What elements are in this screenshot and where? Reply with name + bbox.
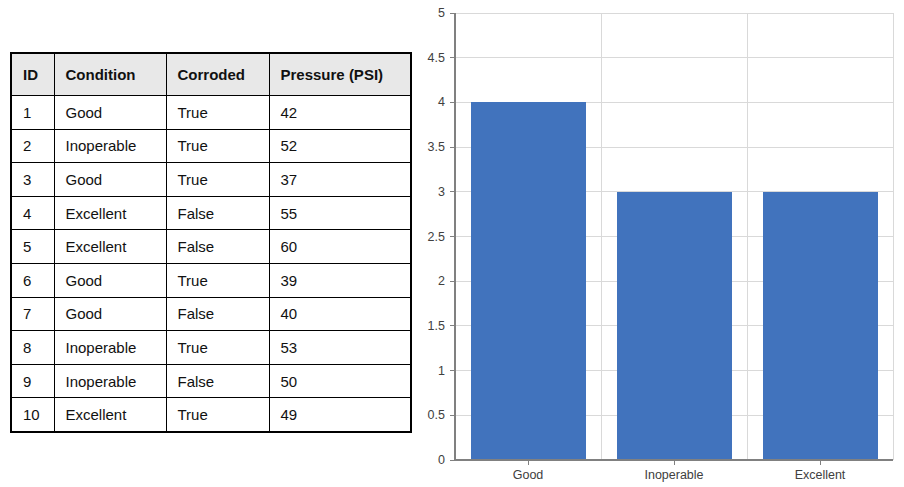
table-cell: 4 bbox=[11, 196, 54, 230]
y-axis-tick-label: 2 bbox=[425, 274, 445, 288]
table-row: 6GoodTrue39 bbox=[11, 263, 411, 297]
x-axis-tick-label: Inoperable bbox=[614, 468, 734, 482]
table-row: 8InoperableTrue53 bbox=[11, 331, 411, 365]
table-cell: Good bbox=[54, 96, 166, 130]
table-cell: True bbox=[166, 263, 269, 297]
table-row: 5ExcellentFalse60 bbox=[11, 230, 411, 264]
table-row: 9InoperableFalse50 bbox=[11, 364, 411, 398]
x-axis-tick-label: Good bbox=[468, 468, 588, 482]
table-cell: 55 bbox=[269, 196, 411, 230]
table-cell: Excellent bbox=[54, 398, 166, 432]
bar-excellent bbox=[763, 192, 878, 460]
table-cell: True bbox=[166, 129, 269, 163]
y-axis-tick-label: 4 bbox=[425, 95, 445, 109]
table-cell: 9 bbox=[11, 364, 54, 398]
table-cell: False bbox=[166, 196, 269, 230]
table-cell: Good bbox=[54, 163, 166, 197]
table-cell: 60 bbox=[269, 230, 411, 264]
x-axis-tick bbox=[528, 460, 529, 465]
bar-chart: 0 0.5 1 1.5 2 2.5 3 3.5 4 4.5 5 Good Inoperable Excel… bbox=[425, 0, 904, 487]
table-cell: 39 bbox=[269, 263, 411, 297]
x-axis-tick-label: Excellent bbox=[760, 468, 880, 482]
table-cell: True bbox=[166, 398, 269, 432]
table-cell: True bbox=[166, 96, 269, 130]
y-axis-tick-label: 1.5 bbox=[425, 319, 445, 333]
table-header: IDConditionCorrodedPressure (PSI) bbox=[11, 53, 411, 96]
x-axis-tick bbox=[820, 460, 821, 465]
column-header: ID bbox=[11, 53, 54, 96]
table-row: 7GoodFalse40 bbox=[11, 297, 411, 331]
table-cell: 37 bbox=[269, 163, 411, 197]
table-cell: 53 bbox=[269, 331, 411, 365]
bar-good bbox=[471, 102, 586, 460]
table-cell: False bbox=[166, 364, 269, 398]
table-row: 4ExcellentFalse55 bbox=[11, 196, 411, 230]
table-cell: Good bbox=[54, 263, 166, 297]
page: IDConditionCorrodedPressure (PSI) 1GoodT… bbox=[0, 0, 904, 487]
table-row: 1GoodTrue42 bbox=[11, 96, 411, 130]
table-cell: Good bbox=[54, 297, 166, 331]
table-cell: 52 bbox=[269, 129, 411, 163]
y-axis-tick-label: 5 bbox=[425, 6, 445, 20]
x-axis-tick bbox=[674, 460, 675, 465]
table-cell: 50 bbox=[269, 364, 411, 398]
table-cell: 8 bbox=[11, 331, 54, 365]
table-row: 2InoperableTrue52 bbox=[11, 129, 411, 163]
column-header: Pressure (PSI) bbox=[269, 53, 411, 96]
table-cell: Inoperable bbox=[54, 364, 166, 398]
table-cell: 5 bbox=[11, 230, 54, 264]
table-cell: 7 bbox=[11, 297, 54, 331]
y-axis-tick-label: 2.5 bbox=[425, 230, 445, 244]
table-header-row: IDConditionCorrodedPressure (PSI) bbox=[11, 53, 411, 96]
table-cell: 40 bbox=[269, 297, 411, 331]
pipe-data-table: IDConditionCorrodedPressure (PSI) 1GoodT… bbox=[10, 52, 412, 433]
table-cell: 6 bbox=[11, 263, 54, 297]
table-cell: 10 bbox=[11, 398, 54, 432]
y-axis-tick-label: 3.5 bbox=[425, 140, 445, 154]
gridline-horizontal bbox=[455, 57, 893, 58]
table-row: 10ExcellentTrue49 bbox=[11, 398, 411, 432]
gridline-horizontal bbox=[455, 13, 893, 14]
table-cell: False bbox=[166, 297, 269, 331]
table-cell: True bbox=[166, 163, 269, 197]
table-cell: 49 bbox=[269, 398, 411, 432]
y-axis-tick-label: 0 bbox=[425, 453, 445, 467]
table-cell: 2 bbox=[11, 129, 54, 163]
gridline-vertical bbox=[601, 13, 602, 460]
gridline-vertical bbox=[747, 13, 748, 460]
table-cell: 3 bbox=[11, 163, 54, 197]
y-axis-tick-label: 0.5 bbox=[425, 408, 445, 422]
y-axis-tick-label: 3 bbox=[425, 185, 445, 199]
y-axis-tick-label: 1 bbox=[425, 364, 445, 378]
table-cell: Inoperable bbox=[54, 331, 166, 365]
y-axis-tick-label: 4.5 bbox=[425, 51, 445, 65]
column-header: Corroded bbox=[166, 53, 269, 96]
column-header: Condition bbox=[54, 53, 166, 96]
table-cell: 42 bbox=[269, 96, 411, 130]
gridline-vertical bbox=[893, 13, 894, 460]
table-cell: False bbox=[166, 230, 269, 264]
table-cell: True bbox=[166, 331, 269, 365]
table-cell: Excellent bbox=[54, 230, 166, 264]
table-row: 3GoodTrue37 bbox=[11, 163, 411, 197]
table-cell: 1 bbox=[11, 96, 54, 130]
y-axis-line bbox=[454, 13, 456, 460]
table-cell: Excellent bbox=[54, 196, 166, 230]
bar-inoperable bbox=[617, 192, 732, 460]
table-cell: Inoperable bbox=[54, 129, 166, 163]
